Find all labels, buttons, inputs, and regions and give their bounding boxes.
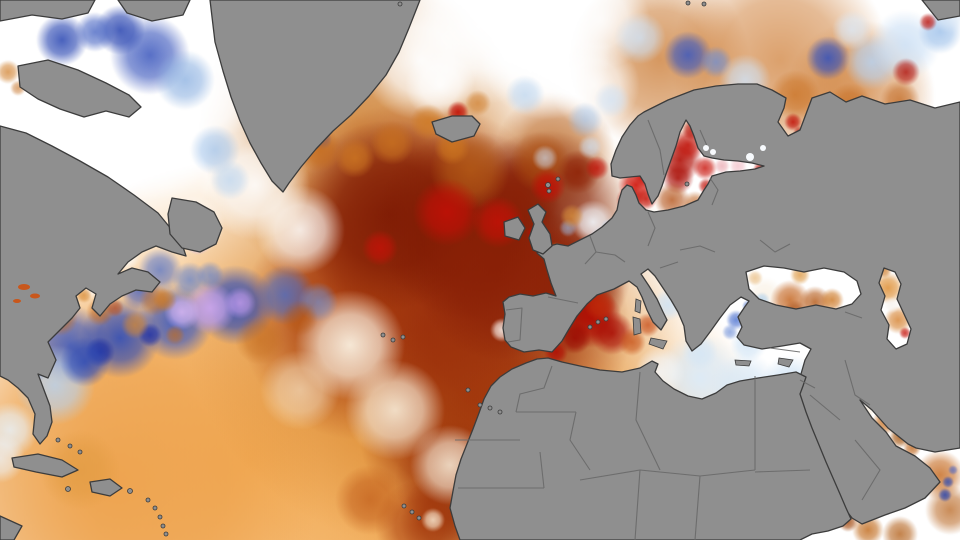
- land-newfoundland: [167, 197, 223, 253]
- island-azores-2: [390, 337, 396, 343]
- island-azores-3: [400, 334, 406, 340]
- great-lake-warm-3: [13, 299, 21, 303]
- island-antilles-1: [145, 497, 151, 503]
- lake-finland-1: [703, 145, 709, 151]
- island-cape-verde-1: [401, 503, 407, 509]
- land-greenland: [209, 0, 421, 193]
- great-lake-warm-2: [30, 293, 40, 299]
- land-sicily: [648, 337, 668, 350]
- island-arctic-speck-2: [701, 1, 707, 7]
- great-lake-warm-1: [18, 284, 30, 290]
- land-sardinia: [632, 316, 642, 336]
- island-madeira: [465, 387, 471, 393]
- land-iceland: [431, 115, 481, 143]
- island-azores-1: [380, 332, 386, 338]
- island-bahamas-1: [55, 437, 61, 443]
- island-canary-2: [487, 405, 493, 411]
- land-baffin-island: [17, 59, 142, 118]
- island-arctic-speck-1: [685, 0, 691, 6]
- island-cape-verde-3: [416, 515, 422, 521]
- borders-middle-east: [769, 347, 881, 501]
- island-gotland: [684, 181, 690, 187]
- island-bahamas-2: [67, 443, 73, 449]
- land-eurasia: [502, 83, 960, 525]
- island-bahamas-3: [77, 449, 83, 455]
- island-puerto-rico: [127, 488, 133, 494]
- land-arctic-islands-2: [117, 0, 191, 22]
- island-jamaica: [65, 486, 71, 492]
- land-cuba: [11, 453, 79, 478]
- island-antilles-5: [163, 531, 169, 537]
- island-balearic-1: [587, 324, 593, 330]
- land-corsica: [634, 298, 642, 314]
- land-south-america: [0, 515, 23, 540]
- land-hispaniola: [89, 478, 123, 497]
- island-canary-3: [497, 409, 503, 415]
- country-borders: [455, 119, 881, 540]
- island-antilles-4: [160, 523, 166, 529]
- land-novaya-zemlya: [921, 0, 960, 21]
- land-great-britain: [527, 203, 553, 255]
- lake-ladoga: [746, 153, 754, 161]
- land-crete: [734, 359, 752, 367]
- island-cape-verde-2: [409, 509, 415, 515]
- lake-finland-2: [710, 149, 716, 155]
- land-ireland: [503, 216, 526, 241]
- lakes: [13, 145, 766, 303]
- island-faroe: [545, 182, 551, 188]
- island-canary-1: [477, 402, 483, 408]
- land-arctic-islands: [0, 0, 96, 22]
- borders-europe: [505, 119, 863, 343]
- island-antilles-3: [157, 514, 163, 520]
- island-shetland: [555, 176, 561, 182]
- small-islands: [55, 0, 707, 537]
- lake-onega: [760, 145, 766, 151]
- borders-africa: [455, 365, 811, 540]
- island-orkney: [546, 188, 552, 194]
- land-cyprus: [777, 357, 794, 368]
- island-antilles-2: [152, 505, 158, 511]
- island-balearic-3: [603, 316, 609, 322]
- island-jan-mayen: [397, 1, 403, 7]
- island-balearic-2: [595, 319, 601, 325]
